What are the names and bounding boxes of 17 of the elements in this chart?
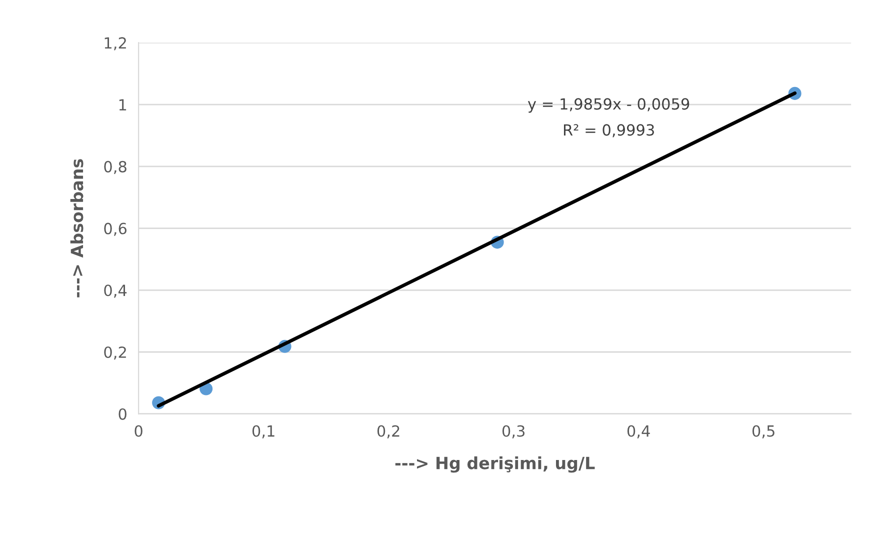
y-tick-label: 0,8 xyxy=(104,160,126,174)
y-axis-title: ---> Absorbans xyxy=(70,159,84,298)
annotation: R² = 0,9993 xyxy=(564,124,654,138)
x-axis-title: ---> Hg derişimi, ug/L xyxy=(395,456,595,473)
y-tick-label: 0,6 xyxy=(104,222,126,236)
y-tick-label: 0,4 xyxy=(104,284,127,298)
x-tick-label: 0 xyxy=(134,425,142,437)
y-tick-label: 1,2 xyxy=(104,37,126,50)
x-tick-label: 0,3 xyxy=(502,425,525,438)
x-tick-label: 0,4 xyxy=(627,425,650,438)
y-tick-label: 0 xyxy=(118,408,126,420)
y-tick-label: 0,2 xyxy=(104,346,126,360)
x-tick-label: 0,2 xyxy=(377,425,400,438)
annotation: y = 1,9859x - 0,0059 xyxy=(528,98,690,113)
x-tick-label: 0,5 xyxy=(752,425,774,438)
x-tick-label: 0,1 xyxy=(252,425,274,438)
y-tick-label: 1 xyxy=(119,99,126,110)
